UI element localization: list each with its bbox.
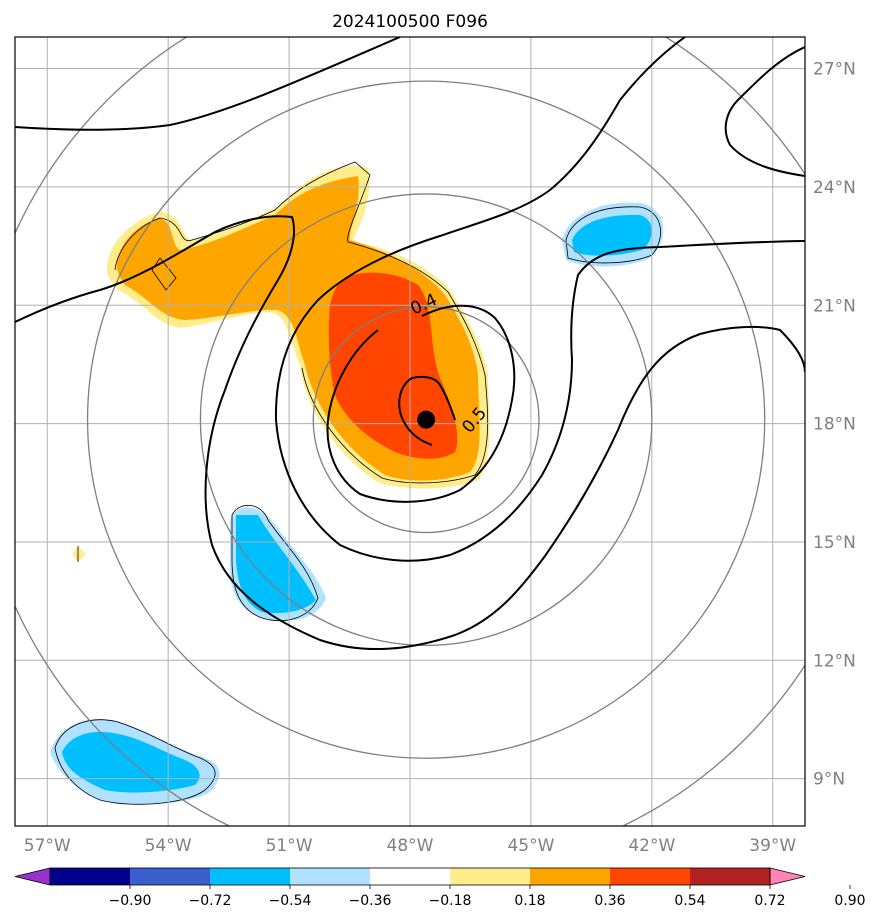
zero-contour-northeast	[565, 206, 661, 264]
colorbar-segment	[290, 868, 371, 885]
contour-middle	[274, 37, 805, 562]
contour-core-0.5	[398, 375, 456, 446]
latitude-tick-labels: 9°N 12°N 15°N 18°N 21°N 24°N 27°N	[813, 60, 856, 790]
longitude-tick-label: 48°W	[387, 836, 434, 856]
colorbar-tick-label: 0.36	[594, 893, 625, 909]
longitude-tick-label: 54°W	[145, 836, 192, 856]
colorbar-tick-label: −0.54	[269, 893, 312, 909]
longitude-tick-label: 42°W	[628, 836, 675, 856]
storm-center-marker	[417, 410, 436, 429]
colorbar-segment	[530, 868, 611, 885]
colorbar-tick-label: 0.72	[754, 893, 785, 909]
range-rings	[15, 37, 805, 826]
latitude-tick-label: 27°N	[813, 60, 856, 80]
contour-inner-0.4	[326, 304, 516, 503]
colorbar-segment	[50, 868, 131, 885]
colorbar-tick-label: −0.36	[349, 893, 392, 909]
colorbar-tick-label: 0.18	[514, 893, 545, 909]
colorbar-segment	[210, 868, 291, 885]
latitude-tick-label: 18°N	[813, 415, 856, 435]
longitude-tick-label: 57°W	[24, 836, 71, 856]
longitude-tick-label: 45°W	[507, 836, 554, 856]
colorbar-segment	[370, 868, 451, 885]
zero-contour-main	[114, 161, 489, 484]
colorbar-segment	[130, 868, 211, 885]
latitude-tick-label: 15°N	[813, 533, 856, 553]
range-ring	[199, 193, 653, 647]
contour-large-trough	[15, 215, 805, 651]
contour-northeast-closed	[724, 46, 805, 177]
latitude-tick-label: 9°N	[813, 770, 845, 790]
longitude-tick-label: 39°W	[749, 836, 796, 856]
colorbar-tick-label: 0.90	[834, 893, 865, 909]
zero-contour-southwest	[54, 719, 216, 805]
figure-title: 2024100500 F096	[332, 12, 488, 32]
range-ring	[312, 306, 540, 534]
latitude-tick-label: 21°N	[813, 296, 856, 316]
colorbar-tick-label: 0.54	[674, 893, 705, 909]
blue-area-northeast-inner	[572, 214, 652, 256]
colorbar-segment	[610, 868, 691, 885]
plot-frame	[14, 36, 806, 827]
colorbar-extend-high	[769, 867, 806, 886]
zero-contour-notch	[151, 257, 177, 291]
colorbar-extend-low	[14, 867, 51, 886]
range-ring	[86, 80, 766, 759]
colorbar-tick-label: −0.72	[189, 893, 232, 909]
colorbar-frame	[49, 867, 771, 886]
zero-contours	[54, 161, 661, 805]
graticule	[15, 37, 805, 826]
zero-contour-central	[231, 505, 319, 622]
latitude-tick-label: 24°N	[813, 178, 856, 198]
latitude-tick-label: 12°N	[813, 651, 856, 671]
blue-area-central-inner	[236, 515, 316, 614]
blue-area-southwest-inner	[62, 731, 200, 793]
colorbar	[14, 867, 851, 889]
longitude-tick-labels: 57°W 54°W 51°W 48°W 45°W 42°W 39°W	[24, 836, 797, 856]
longitude-tick-label: 51°W	[266, 836, 313, 856]
contour-north	[15, 37, 401, 131]
yellow-area-small-west	[72, 546, 86, 562]
negative-shading	[50, 202, 664, 805]
colorbar-segment	[690, 868, 771, 885]
colorbar-tick-label: −0.18	[429, 893, 472, 909]
colorbar-tick-labels: −0.90 −0.72 −0.54 −0.36 −0.18 0.18 0.36 0.54 0.7…	[109, 893, 866, 909]
colorbar-tick-label: −0.90	[109, 893, 152, 909]
colorbar-segment	[450, 868, 531, 885]
contour-lines	[15, 37, 805, 651]
